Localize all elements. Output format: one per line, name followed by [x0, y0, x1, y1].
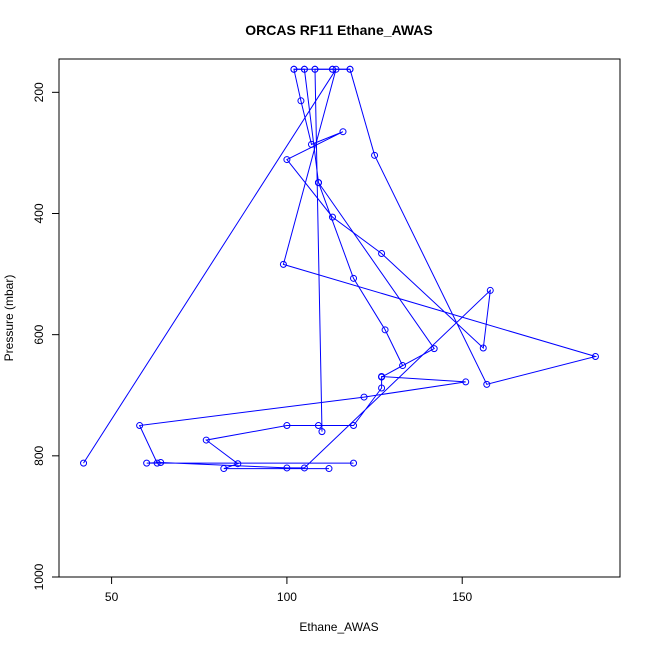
y-tick-label: 800	[32, 445, 46, 465]
data-point	[300, 464, 308, 472]
x-axis: 50 100 150	[105, 577, 473, 604]
data-point	[234, 460, 242, 468]
y-tick-label: 600	[32, 324, 46, 344]
y-axis-label: Pressure (mbar)	[2, 275, 16, 362]
data-point	[371, 151, 379, 159]
data-point	[430, 345, 438, 353]
data-point	[136, 422, 144, 430]
data-point	[220, 465, 228, 473]
data-point	[157, 458, 165, 466]
data-point	[339, 128, 347, 136]
data-point	[378, 249, 386, 257]
data-point	[325, 465, 333, 473]
series-layer	[80, 65, 599, 473]
data-point	[290, 65, 298, 73]
data-point	[486, 286, 494, 294]
data-point	[297, 97, 305, 105]
data-point	[360, 393, 368, 401]
data-point	[307, 140, 315, 148]
x-axis-label: Ethane_AWAS	[299, 620, 378, 634]
data-point	[283, 464, 291, 472]
data-point	[314, 179, 322, 187]
data-point	[80, 459, 88, 467]
series-line	[293, 68, 435, 378]
y-tick-label: 200	[32, 82, 46, 102]
y-tick-label: 400	[32, 203, 46, 223]
data-point	[378, 373, 386, 381]
data-point	[279, 260, 287, 268]
y-axis: 200 400 600 800 1000	[32, 82, 59, 590]
data-point	[378, 384, 386, 392]
plot-frame	[58, 58, 621, 578]
data-point	[283, 156, 291, 164]
data-point	[202, 436, 210, 444]
data-point	[462, 378, 470, 386]
data-point	[350, 459, 358, 467]
data-point	[318, 428, 326, 436]
data-point	[483, 380, 491, 388]
series-line	[83, 68, 598, 470]
data-point	[153, 459, 161, 467]
data-point	[328, 65, 336, 73]
data-point	[300, 65, 308, 73]
data-point	[283, 422, 291, 430]
data-point	[311, 65, 319, 73]
x-tick-label: 50	[105, 590, 119, 604]
x-tick-label: 100	[277, 590, 297, 604]
chart-title: ORCAS RF11 Ethane_AWAS	[245, 22, 433, 38]
data-point	[350, 274, 358, 282]
series-line	[314, 68, 350, 432]
x-tick-label: 150	[452, 590, 472, 604]
data-point	[350, 422, 358, 430]
data-point	[143, 459, 151, 467]
data-point	[346, 65, 354, 73]
data-point	[591, 352, 599, 360]
data-point	[381, 326, 389, 334]
data-point	[399, 362, 407, 370]
y-tick-label: 1000	[32, 563, 46, 590]
data-point	[479, 344, 487, 352]
